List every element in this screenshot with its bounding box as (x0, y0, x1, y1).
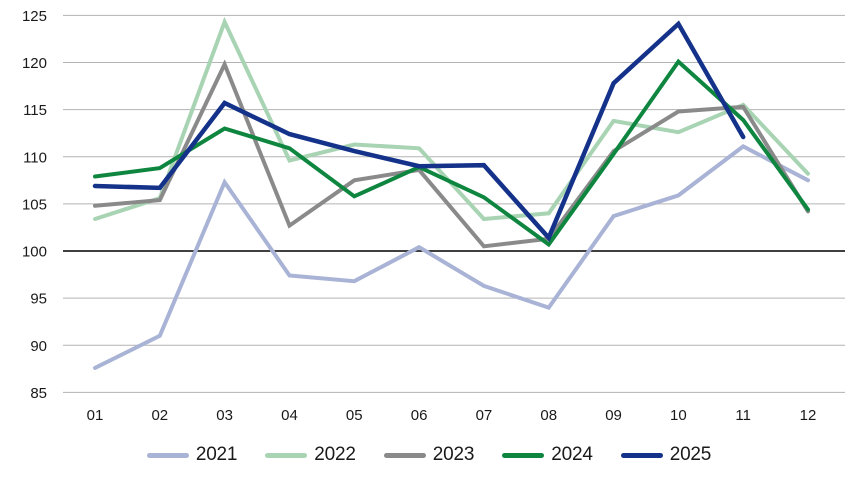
x-tick-label: 03 (216, 407, 233, 424)
legend-label: 2022 (314, 444, 356, 465)
y-tick-label: 95 (30, 291, 47, 308)
y-tick-label: 100 (22, 244, 47, 261)
x-tick-label: 05 (346, 407, 363, 424)
x-tick-label: 12 (800, 407, 817, 424)
legend-swatch-icon (383, 452, 426, 458)
gridlines (63, 14, 845, 393)
series-line-2022 (93, 16, 810, 222)
x-tick-label: 07 (476, 407, 493, 424)
series-line-2021 (93, 144, 810, 370)
legend-swatch-icon (146, 452, 189, 458)
y-tick-label: 85 (30, 385, 47, 402)
legend-item-2023: 2023 (383, 444, 475, 466)
x-tick-label: 10 (670, 407, 687, 424)
x-axis-labels: 01 02 03 04 05 06 07 08 09 10 11 12 (87, 407, 817, 424)
legend-label: 2025 (669, 444, 712, 465)
legend-label: 2023 (432, 444, 475, 465)
x-tick-label: 06 (411, 407, 428, 424)
legend-item-2025: 2025 (620, 444, 712, 466)
legend-swatch-icon (265, 452, 308, 458)
y-tick-label: 110 (23, 149, 47, 166)
legend-item-2021: 2021 (146, 444, 238, 466)
y-tick-label: 125 (22, 8, 47, 25)
x-tick-label: 09 (605, 407, 622, 424)
legend-swatch-icon (502, 452, 545, 458)
legend-swatch-icon (620, 452, 663, 458)
y-tick-label: 120 (22, 55, 47, 72)
series-line-2023 (93, 59, 810, 249)
legend-label: 2024 (551, 444, 593, 465)
series-line-2024 (93, 58, 810, 248)
legend-item-2022: 2022 (265, 444, 356, 466)
y-axis-labels: 85 90 95 100 105 110 115 120 125 (22, 8, 47, 402)
series-line-2025 (92, 20, 746, 242)
x-tick-label: 08 (540, 407, 557, 424)
legend-label: 2021 (195, 444, 238, 465)
x-tick-label: 01 (87, 407, 104, 424)
x-tick-label: 02 (151, 407, 168, 424)
x-tick-label: 11 (735, 407, 751, 424)
y-tick-label: 105 (22, 196, 47, 213)
series-lines (92, 16, 810, 370)
chart-legend: 2021 2022 2023 2024 2025 (0, 444, 858, 466)
y-tick-label: 90 (30, 338, 47, 355)
y-tick-label: 115 (23, 102, 47, 119)
legend-item-2024: 2024 (502, 444, 593, 466)
x-tick-label: 04 (281, 407, 298, 424)
